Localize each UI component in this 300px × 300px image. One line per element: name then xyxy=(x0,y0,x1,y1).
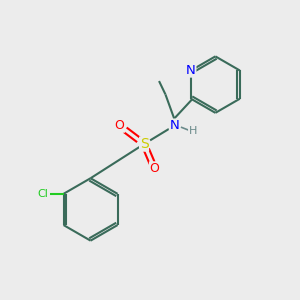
Text: N: N xyxy=(186,64,196,77)
Text: O: O xyxy=(149,162,159,175)
Text: H: H xyxy=(189,126,197,136)
Text: N: N xyxy=(169,119,179,132)
Text: O: O xyxy=(115,119,124,132)
Text: Cl: Cl xyxy=(37,189,48,199)
Text: S: S xyxy=(140,137,148,151)
